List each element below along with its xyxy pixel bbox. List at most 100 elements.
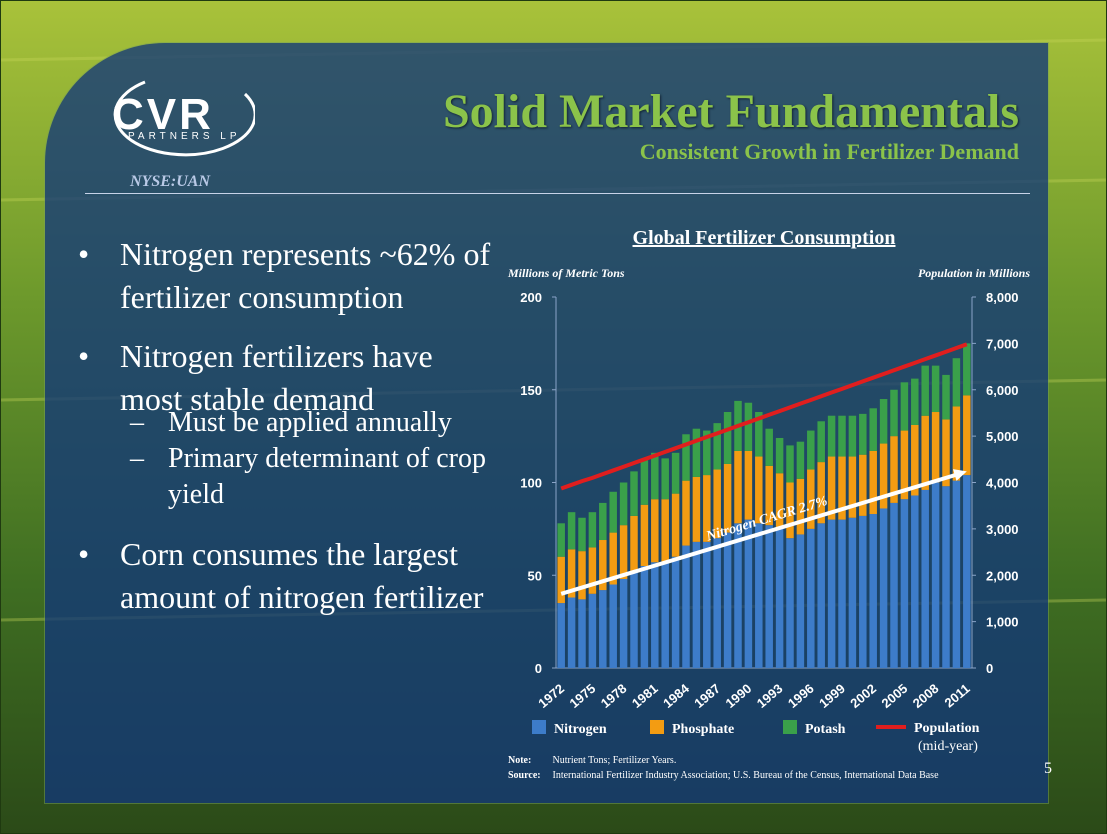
- sub-bullet-list: – Must be applied annually – Primary det…: [78, 405, 498, 513]
- nitrogen-bar: [796, 534, 805, 668]
- logo-subtext: PARTNERS LP: [128, 131, 241, 142]
- nitrogen-bar: [588, 593, 597, 668]
- x-tick-label: 1984: [660, 680, 692, 711]
- potash-bar: [619, 482, 628, 526]
- nitrogen-bar: [567, 597, 576, 668]
- bullet-text: Nitrogen represents ~62% of fertilizer c…: [120, 236, 491, 315]
- potash-bar: [827, 415, 836, 457]
- nitrogen-bar: [786, 538, 794, 668]
- fertilizer-consumption-chart: Global Fertilizer Consumption Millions of…: [507, 227, 1030, 754]
- x-tick-label: 2011: [941, 681, 972, 711]
- legend-label-population: Population: [914, 721, 980, 736]
- phosphate-bar: [671, 493, 680, 557]
- legend-swatch-nitrogen: [532, 720, 546, 734]
- y-axis-label: Millions of Metric Tons: [507, 266, 625, 280]
- nitrogen-bar: [682, 545, 690, 668]
- y2-tick-label: 6,000: [986, 383, 1019, 398]
- potash-bar: [599, 502, 607, 541]
- phosphate-bar: [848, 456, 857, 518]
- y-tick-label: 100: [520, 476, 542, 491]
- x-tick-label: 2005: [879, 681, 911, 711]
- sub-bullet-dash: –: [130, 443, 144, 474]
- chart-note: Note: Nutrient Tons; Fertilizer Years.: [508, 755, 676, 766]
- phosphate-bar: [942, 419, 950, 487]
- nitrogen-bar: [890, 502, 898, 668]
- phosphate-bar: [713, 469, 721, 539]
- potash-bar: [692, 428, 701, 477]
- potash-bar: [952, 358, 961, 407]
- phosphate-bar: [640, 504, 649, 566]
- bullet-item: • Nitrogen represents ~62% of fertilizer…: [78, 233, 498, 319]
- potash-bar: [671, 452, 680, 494]
- legend-label-nitrogen: Nitrogen: [554, 722, 607, 737]
- potash-bar: [713, 423, 721, 470]
- phosphate-bar: [921, 415, 929, 490]
- phosphate-bar: [911, 424, 919, 496]
- phosphate-bar: [952, 406, 961, 481]
- phosphate-bar: [578, 551, 586, 600]
- x-tick-label: 1987: [691, 681, 723, 711]
- y2-tick-label: 3,000: [986, 522, 1019, 537]
- phosphate-bar: [630, 515, 638, 572]
- potash-bar: [879, 399, 888, 444]
- nitrogen-bar: [869, 514, 877, 668]
- phosphate-bar: [817, 462, 825, 524]
- slide-title: Solid Market Fundamentals: [442, 85, 1019, 138]
- phosphate-bar: [651, 499, 659, 563]
- x-tick-label: 1972: [535, 681, 567, 711]
- potash-bar: [682, 434, 690, 481]
- potash-bar: [911, 378, 919, 425]
- sub-bullet-dash: –: [130, 407, 144, 438]
- x-tick-label: 1981: [629, 681, 661, 711]
- potash-bar: [609, 491, 617, 533]
- nitrogen-bar: [630, 571, 638, 668]
- title-divider: [85, 193, 1030, 194]
- bullet-text: Nitrogen fertilizers have most stable de…: [120, 338, 433, 417]
- x-tick-label: 2002: [847, 681, 879, 711]
- nitrogen-bar: [921, 489, 929, 668]
- phosphate-bar: [786, 482, 794, 539]
- legend-swatch-phosphate: [650, 720, 664, 734]
- bullet-dot: •: [78, 536, 90, 572]
- phosphate-bar: [682, 480, 690, 546]
- nitrogen-bar: [557, 603, 565, 668]
- sub-bullet-text: Must be applied annually: [168, 407, 452, 438]
- page-number: 5: [1044, 760, 1052, 777]
- nitrogen-bar: [671, 556, 680, 668]
- y2-tick-label: 5,000: [986, 429, 1019, 444]
- nitrogen-bar: [609, 584, 617, 668]
- x-tick-label: 1978: [598, 681, 630, 711]
- phosphate-bar: [734, 450, 742, 524]
- potash-bar: [807, 430, 815, 470]
- bullet-item: • Corn consumes the largest amount of ni…: [78, 533, 498, 619]
- potash-bar: [963, 343, 971, 396]
- nitrogen-bar: [838, 519, 846, 668]
- potash-bar: [900, 382, 909, 431]
- potash-bar: [869, 408, 877, 451]
- potash-bar: [921, 365, 929, 416]
- nitrogen-bar: [723, 532, 732, 668]
- x-tick-label: 1999: [816, 681, 848, 711]
- y2-tick-label: 4,000: [986, 476, 1019, 491]
- potash-bar: [859, 413, 867, 455]
- nitrogen-bar: [734, 523, 742, 668]
- y-tick-label: 150: [520, 383, 542, 398]
- potash-bar: [640, 460, 649, 505]
- phosphate-bar: [807, 469, 815, 529]
- phosphate-bar: [890, 436, 898, 503]
- potash-bar: [817, 421, 825, 463]
- bullet-dot: •: [78, 338, 90, 374]
- x-tick-label: 1975: [567, 681, 599, 711]
- nitrogen-bar: [817, 523, 825, 668]
- potash-bar: [744, 402, 753, 451]
- potash-bar: [651, 452, 659, 500]
- sub-bullet-item: – Primary determinant of crop yield: [78, 441, 498, 513]
- potash-bar: [661, 458, 669, 500]
- note-text: Nutrient Tons; Fertilizer Years.: [552, 755, 677, 766]
- bullet-item: • Nitrogen fertilizers have most stable …: [78, 335, 498, 421]
- potash-bar: [755, 412, 763, 457]
- phosphate-bar: [900, 430, 909, 500]
- potash-bar: [838, 415, 846, 457]
- potash-bar: [786, 445, 794, 483]
- phosphate-bar: [796, 478, 805, 535]
